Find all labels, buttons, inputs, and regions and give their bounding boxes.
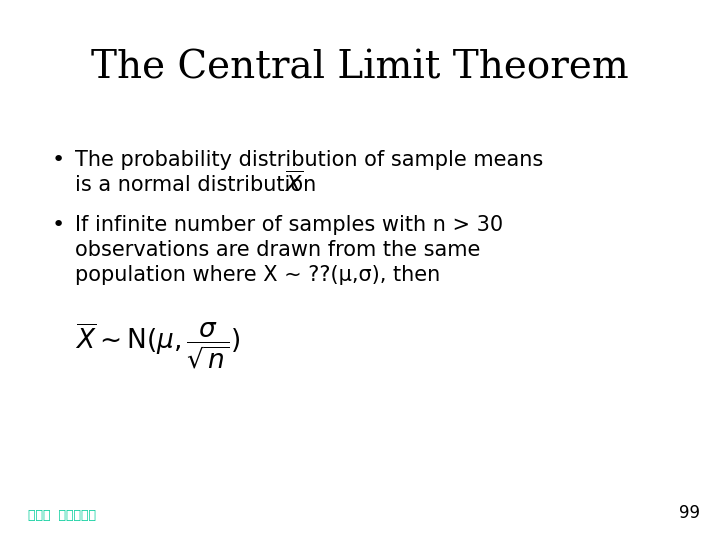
Text: $\overline{X}$: $\overline{X}$ [285,172,304,197]
Text: The probability distribution of sample means: The probability distribution of sample m… [75,150,544,170]
Text: •: • [52,150,66,170]
Text: $\overline{X} \sim \mathrm{N}(\mu, \dfrac{\sigma}{\sqrt{n}})$: $\overline{X} \sim \mathrm{N}(\mu, \dfra… [75,320,240,371]
Text: 蔡文能  計算機概論: 蔡文能 計算機概論 [28,509,96,522]
Text: is a normal distribution: is a normal distribution [75,175,316,195]
Text: If infinite number of samples with n > 30: If infinite number of samples with n > 3… [75,215,503,235]
Text: 99: 99 [679,504,700,522]
Text: population where X ~ ??(μ,σ), then: population where X ~ ??(μ,σ), then [75,265,440,285]
Text: •: • [52,215,66,235]
Text: The Central Limit Theorem: The Central Limit Theorem [91,50,629,86]
Text: observations are drawn from the same: observations are drawn from the same [75,240,480,260]
